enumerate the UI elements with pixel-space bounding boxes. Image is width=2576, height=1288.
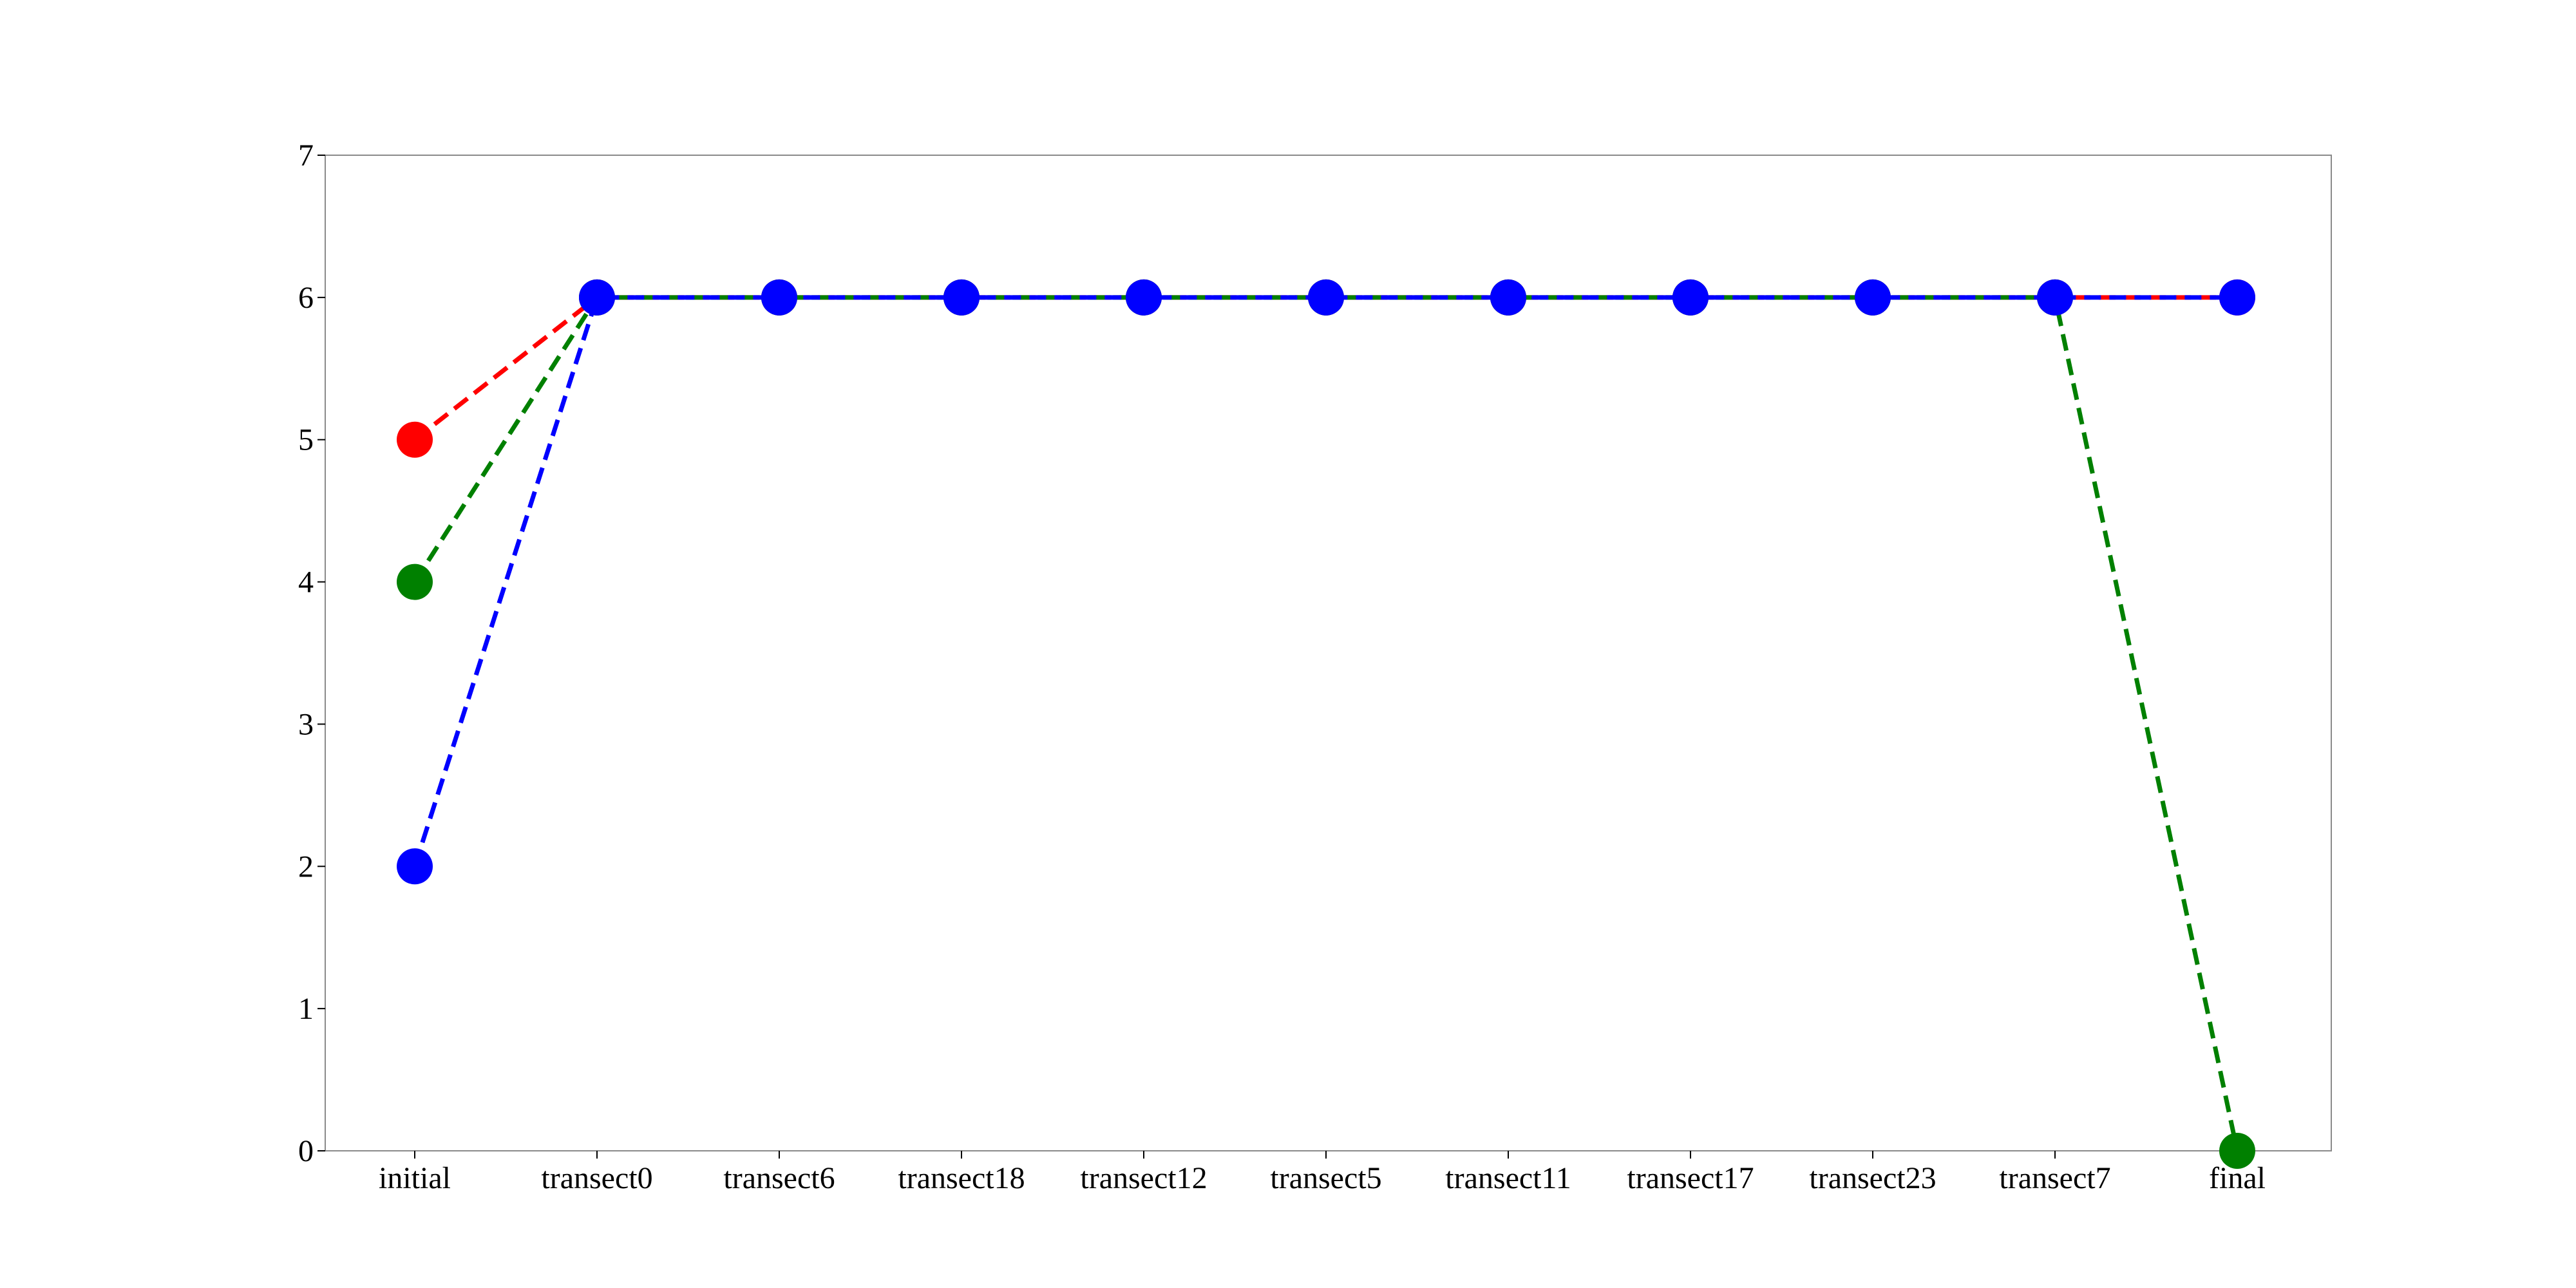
x-tick-label: transect12	[1080, 1161, 1207, 1195]
x-tick-label: transect11	[1445, 1161, 1571, 1195]
x-tick-label: transect0	[541, 1161, 652, 1195]
x-tick-label: transect6	[723, 1161, 835, 1195]
series-2-point	[1855, 279, 1891, 316]
y-tick-label: 7	[298, 138, 314, 173]
series-0-point	[397, 421, 433, 458]
x-tick-label: transect5	[1270, 1161, 1381, 1195]
y-tick-label: 6	[298, 281, 314, 315]
series-2-point	[1308, 279, 1344, 316]
series-2-point	[2219, 279, 2255, 316]
series-2-point	[1490, 279, 1526, 316]
x-tick-label: transect23	[1809, 1161, 1936, 1195]
series-2-point	[397, 848, 433, 885]
series-2-point	[579, 279, 615, 316]
y-tick-label: 4	[298, 565, 314, 600]
x-axis: initial transect0 transect6 transect18 trans…	[379, 1151, 2266, 1195]
series-1-point	[2219, 1133, 2255, 1169]
x-tick-label: transect17	[1627, 1161, 1754, 1195]
series-2-point	[1672, 279, 1709, 316]
x-tick-label: transect18	[898, 1161, 1025, 1195]
series-2-point	[2037, 279, 2073, 316]
series-group	[397, 279, 2255, 1169]
y-axis: 0 1 2 3 4 5 6 7	[298, 138, 325, 1168]
y-tick-label: 5	[298, 423, 314, 457]
x-tick-label: initial	[379, 1161, 451, 1195]
series-2-line	[412, 295, 2237, 867]
y-tick-label: 0	[298, 1134, 314, 1168]
y-tick-label: 2	[298, 849, 314, 884]
x-tick-label: transect7	[1999, 1161, 2110, 1195]
series-2-point	[761, 279, 797, 316]
series-2-point	[943, 279, 980, 316]
y-tick-label: 3	[298, 707, 314, 741]
plot-frame-group	[325, 155, 2332, 1151]
y-tick-label: 1	[298, 992, 314, 1026]
plot-frame	[325, 155, 2332, 1151]
series-2-point	[1126, 279, 1162, 316]
series-1-point	[397, 564, 433, 600]
